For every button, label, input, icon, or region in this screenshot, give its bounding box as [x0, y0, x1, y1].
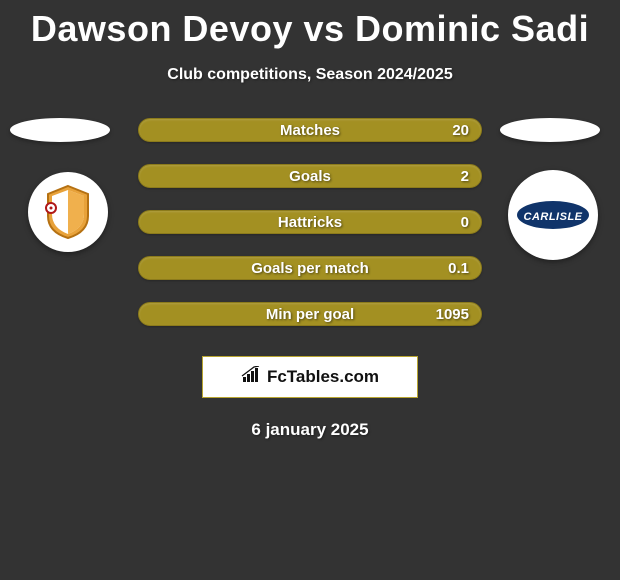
bar-chart-icon — [241, 366, 261, 389]
stat-bar-hattricks: Hattricks 0 — [138, 210, 482, 234]
stat-value: 20 — [452, 122, 469, 139]
date-text: 6 january 2025 — [0, 420, 620, 440]
stat-value: 0.1 — [448, 260, 469, 277]
stat-label: Goals — [289, 168, 331, 185]
stat-label: Hattricks — [278, 214, 342, 231]
brand-text: FcTables.com — [267, 367, 379, 387]
page-subtitle: Club competitions, Season 2024/2025 — [0, 66, 620, 84]
club-logo-left — [28, 172, 108, 252]
stat-value: 0 — [461, 214, 469, 231]
stat-value: 1095 — [436, 306, 469, 323]
carlisle-crest-icon: CARLISLE — [510, 172, 596, 258]
stat-bar-matches: Matches 20 — [138, 118, 482, 142]
player-badge-right — [500, 118, 600, 142]
player-badge-left — [10, 118, 110, 142]
comparison-content: CARLISLE Matches 20 Goals 2 Hattricks 0 … — [0, 118, 620, 440]
club-logo-right: CARLISLE — [508, 170, 598, 260]
mk-dons-crest-icon — [38, 182, 98, 242]
stat-label: Matches — [280, 122, 340, 139]
stat-bar-goals-per-match: Goals per match 0.1 — [138, 256, 482, 280]
svg-text:CARLISLE: CARLISLE — [524, 211, 583, 223]
stat-label: Min per goal — [266, 306, 354, 323]
stat-label: Goals per match — [251, 260, 369, 277]
stat-bar-goals: Goals 2 — [138, 164, 482, 188]
stat-value: 2 — [461, 168, 469, 185]
brand-card: FcTables.com — [202, 356, 418, 398]
stat-bar-min-per-goal: Min per goal 1095 — [138, 302, 482, 326]
stat-bars: Matches 20 Goals 2 Hattricks 0 Goals per… — [138, 118, 482, 326]
page-title: Dawson Devoy vs Dominic Sadi — [0, 0, 620, 50]
